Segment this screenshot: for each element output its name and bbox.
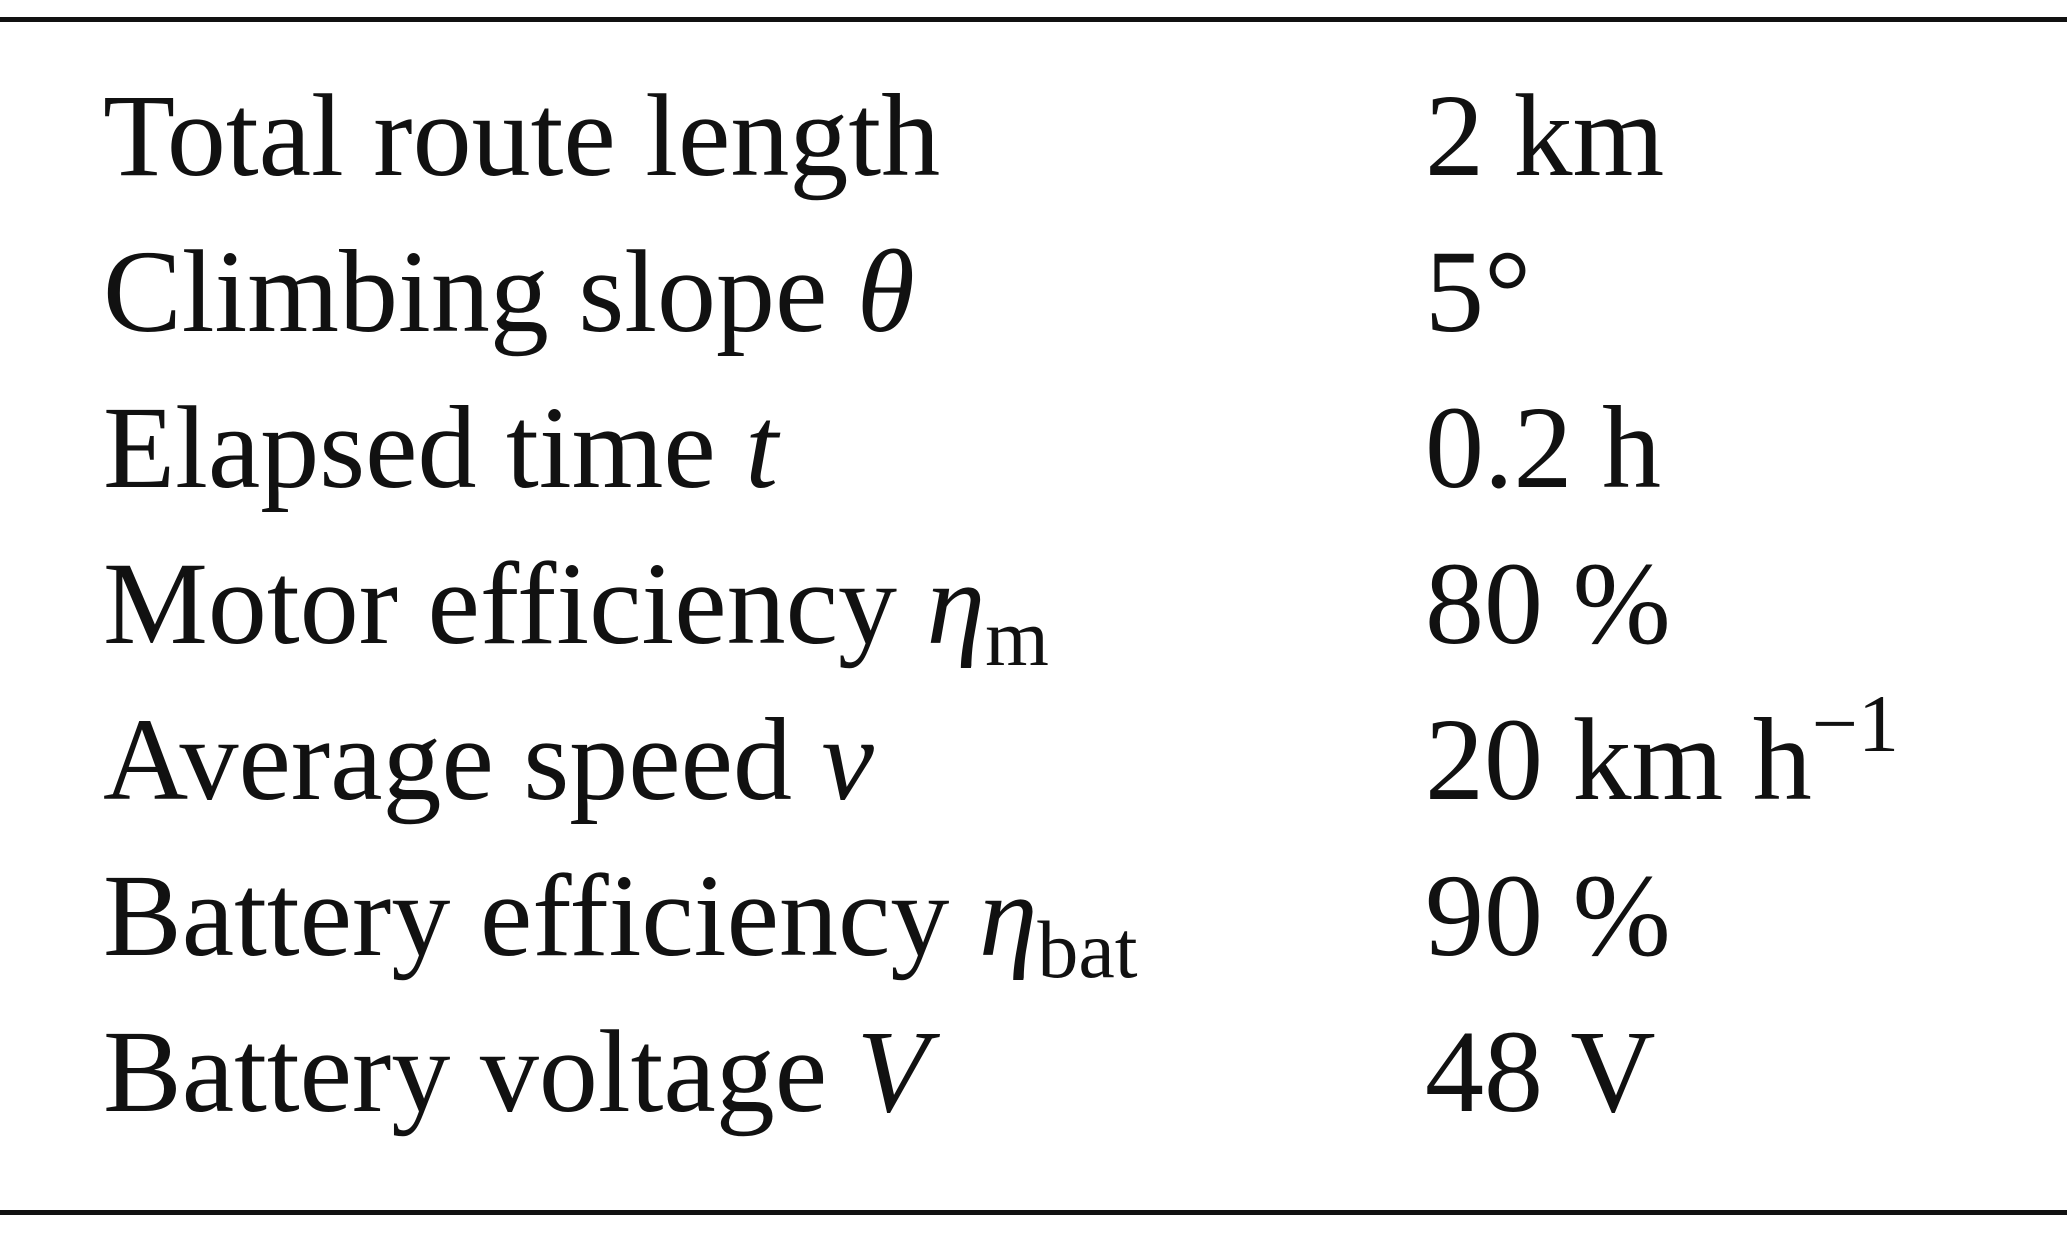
row-value: 5°: [1425, 214, 1531, 370]
symbol: V: [856, 1006, 929, 1137]
row-label: Climbing slope θ: [103, 214, 915, 370]
value-text: 0.2 h: [1425, 382, 1661, 513]
symbol: θ: [856, 226, 915, 357]
label-text: Total route length: [103, 70, 941, 201]
row-label: Battery efficiency ηbat: [103, 838, 1138, 994]
superscript: −1: [1811, 678, 1900, 769]
row-value: 20 km h−1: [1425, 682, 1899, 838]
bottom-rule: [0, 1210, 2067, 1215]
row-label: Battery voltage V: [103, 994, 929, 1150]
subscript: m: [985, 592, 1049, 683]
table-row: Elapsed time t 0.2 h: [0, 370, 2067, 526]
table-row: Total route length 2 km: [0, 58, 2067, 214]
table: Total route length 2 km Climbing slope θ 5°…: [0, 58, 2067, 1150]
symbol: v: [821, 694, 874, 825]
table-row: Battery voltage V 48 V: [0, 994, 2067, 1150]
value-text: 5°: [1425, 226, 1532, 357]
row-value: 0.2 h: [1425, 370, 1661, 526]
value-text: 20 km h: [1425, 694, 1812, 825]
table-row: Motor efficiency ηm 80 %: [0, 526, 2067, 682]
label-text: Battery efficiency: [103, 850, 950, 981]
row-label: Motor efficiency ηm: [103, 526, 1049, 682]
label-text: Motor efficiency: [103, 538, 898, 669]
row-value: 80 %: [1425, 526, 1671, 682]
table-row: Battery efficiency ηbat 90 %: [0, 838, 2067, 994]
value-text: 90 %: [1425, 850, 1671, 981]
label-text: Average speed: [103, 694, 793, 825]
symbol: η: [926, 538, 986, 669]
row-label: Average speed v: [103, 682, 874, 838]
label-text: Elapsed time: [103, 382, 716, 513]
value-text: 80 %: [1425, 538, 1671, 669]
table-row: Climbing slope θ 5°: [0, 214, 2067, 370]
row-value: 2 km: [1425, 58, 1664, 214]
top-rule: [0, 17, 2067, 22]
symbol: t: [745, 382, 779, 513]
row-label: Elapsed time t: [103, 370, 778, 526]
label-text: Battery voltage: [103, 1006, 828, 1137]
row-value: 48 V: [1425, 994, 1656, 1150]
row-label: Total route length: [103, 58, 940, 214]
value-text: 2 km: [1425, 70, 1665, 201]
table-row: Average speed v 20 km h−1: [0, 682, 2067, 838]
label-text: Climbing slope: [103, 226, 828, 357]
symbol: η: [978, 850, 1038, 981]
subscript: bat: [1037, 904, 1138, 995]
value-text: 48 V: [1425, 1006, 1656, 1137]
row-value: 90 %: [1425, 838, 1671, 994]
